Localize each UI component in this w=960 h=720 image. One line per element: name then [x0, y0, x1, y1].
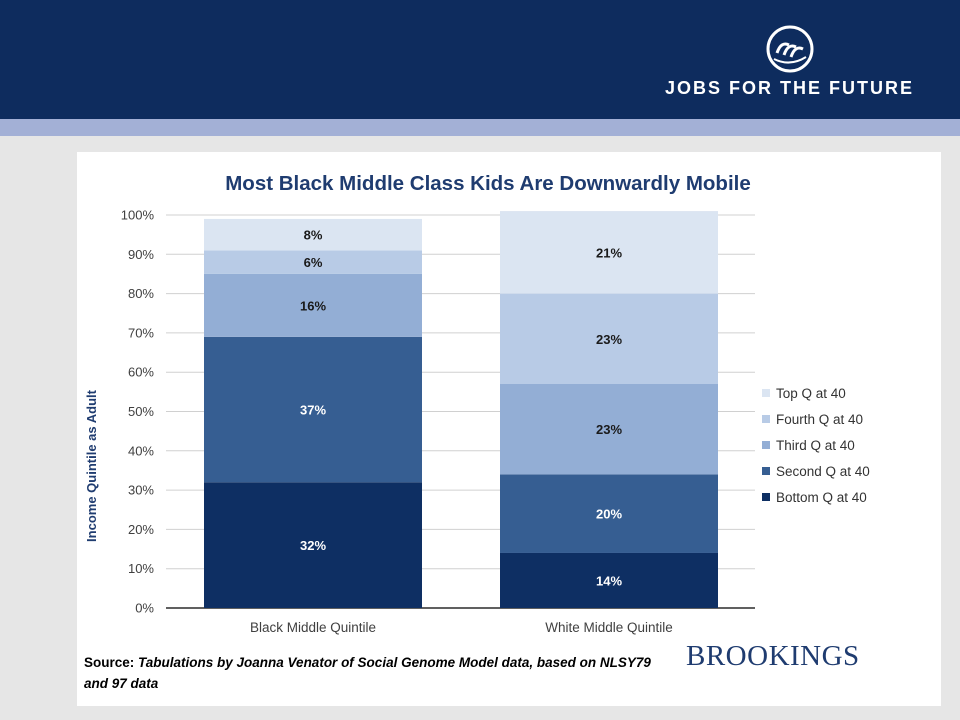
- y-tick-label: 40%: [128, 443, 154, 458]
- y-tick-label: 30%: [128, 483, 154, 498]
- accent-stripe: [0, 119, 960, 136]
- bar-segment: [500, 552, 718, 608]
- x-category-label: Black Middle Quintile: [250, 620, 376, 635]
- brookings-logo: BROOKINGS: [686, 640, 860, 672]
- data-label: 37%: [300, 403, 326, 418]
- y-tick-label: 100%: [121, 208, 155, 223]
- legend-swatch: [762, 415, 770, 423]
- bar-segment: [204, 482, 422, 608]
- legend-swatch: [762, 467, 770, 475]
- data-label: 20%: [596, 507, 622, 522]
- data-label: 16%: [300, 298, 326, 313]
- y-tick-label: 0%: [135, 601, 154, 616]
- bar-segment: [204, 336, 422, 483]
- data-label: 32%: [300, 538, 326, 553]
- legend-swatch: [762, 389, 770, 397]
- bar-segment: [500, 383, 718, 475]
- bar-segment: [500, 293, 718, 384]
- x-category-label: White Middle Quintile: [545, 620, 673, 635]
- y-tick-label: 90%: [128, 247, 154, 262]
- legend-entry: Second Q at 40: [776, 464, 870, 479]
- legend-entry: Third Q at 40: [776, 438, 855, 453]
- y-tick-label: 10%: [128, 561, 154, 576]
- data-label: 23%: [596, 332, 622, 347]
- bar-segment: [204, 218, 422, 251]
- jff-logo-icon: [766, 25, 814, 73]
- legend-entry: Top Q at 40: [776, 386, 846, 401]
- legend-entry: Bottom Q at 40: [776, 490, 867, 505]
- y-tick-label: 20%: [128, 522, 154, 537]
- y-tick-label: 60%: [128, 365, 154, 380]
- bar-segment: [500, 211, 718, 294]
- data-label: 6%: [304, 255, 323, 270]
- source-label: Source:: [84, 655, 135, 670]
- data-label: 23%: [596, 422, 622, 437]
- org-name: JOBS FOR THE FUTURE: [664, 78, 914, 98]
- legend-entry: Fourth Q at 40: [776, 412, 863, 427]
- source-note: Source: Tabulations by Joanna Venator of…: [84, 652, 664, 694]
- y-tick-label: 70%: [128, 325, 154, 340]
- bar-segment: [204, 250, 422, 274]
- y-tick-label: 50%: [128, 404, 154, 419]
- source-text: Tabulations by Joanna Venator of Social …: [84, 655, 651, 691]
- bar-segment: [500, 474, 718, 553]
- chart-title: Most Black Middle Class Kids Are Downwar…: [225, 172, 751, 195]
- legend-swatch: [762, 441, 770, 449]
- bar-segment: [204, 273, 422, 337]
- data-label: 8%: [304, 228, 323, 243]
- y-tick-label: 80%: [128, 286, 154, 301]
- data-label: 21%: [596, 245, 622, 260]
- legend-swatch: [762, 493, 770, 501]
- data-label: 14%: [596, 573, 622, 588]
- y-axis-label: Income Quintile as Adult: [84, 389, 99, 542]
